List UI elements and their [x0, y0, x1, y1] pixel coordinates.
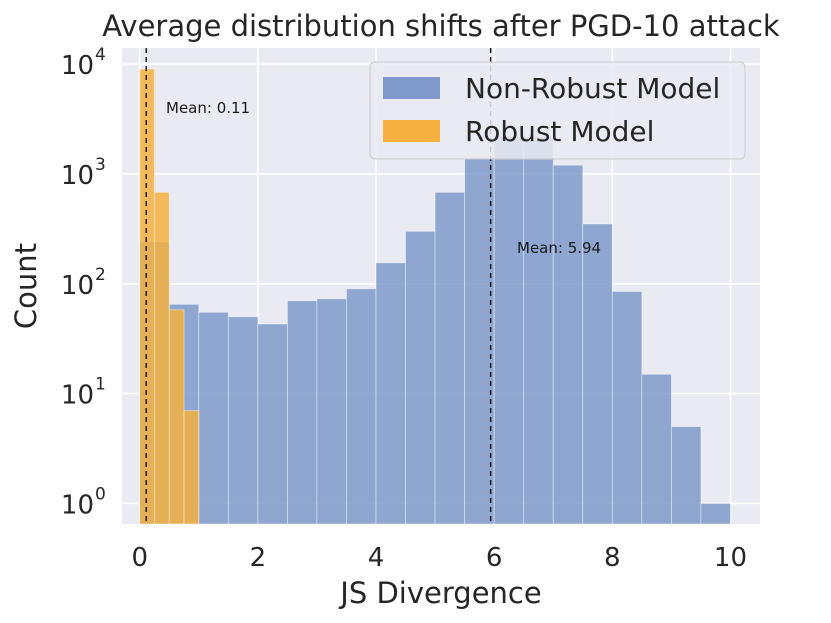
non-robust-bar: [523, 135, 554, 525]
y-tick-exponent: 3: [95, 155, 106, 175]
mean-lines: [145, 48, 492, 524]
legend-label-robust: Robust Model: [465, 115, 654, 148]
robust-bar: [183, 410, 200, 525]
chart-title: Average distribution shifts after PGD-10…: [102, 9, 780, 43]
legend-box: [369, 61, 746, 160]
non-robust-bar: [346, 288, 377, 525]
robust-bars: [139, 68, 200, 525]
non-robust-bar: [198, 311, 229, 525]
mean-label-non-robust: Mean: 5.94: [517, 239, 601, 257]
y-tick-label: 10: [61, 51, 94, 81]
y-tick-label: 10: [61, 490, 94, 520]
y-tick-exponent: 0: [95, 484, 106, 504]
non-robust-bar: [641, 373, 672, 525]
x-tick-label: 8: [604, 543, 621, 573]
non-robust-bar: [405, 230, 436, 525]
non-robust-bar: [493, 135, 525, 525]
non-robust-bar: [316, 298, 347, 525]
non-robust-bar: [611, 291, 643, 525]
legend: Non-Robust Model Robust Model: [369, 61, 746, 160]
x-tick-label: 0: [131, 543, 148, 573]
non-robust-bar: [582, 223, 613, 525]
y-tick-label: 10: [61, 381, 94, 411]
mean-label-robust: Mean: 0.11: [166, 99, 250, 117]
robust-bar: [168, 309, 185, 525]
x-tick-label: 10: [714, 543, 747, 573]
y-tick-exponent: 1: [95, 375, 106, 395]
x-tick-label: 4: [368, 543, 385, 573]
non-robust-bar: [552, 164, 584, 525]
y-tick-label: 10: [61, 161, 94, 191]
x-tick-label: 6: [486, 543, 503, 573]
legend-label-non-robust: Non-Robust Model: [465, 72, 720, 105]
y-tick-exponent: 4: [95, 45, 106, 65]
non-robust-bars: [139, 135, 731, 525]
non-robust-bar: [434, 191, 466, 525]
y-axis-label: Count: [9, 243, 43, 329]
legend-swatch-non-robust: [383, 77, 440, 99]
non-robust-bar: [257, 323, 288, 525]
non-robust-bar: [227, 316, 259, 525]
non-robust-bar: [700, 503, 731, 525]
robust-bar: [139, 68, 155, 525]
y-tick-exponent: 2: [95, 265, 106, 285]
x-tick-label: 2: [250, 543, 267, 573]
non-robust-bar: [464, 157, 495, 525]
non-robust-bar: [287, 300, 318, 525]
non-robust-bar: [670, 426, 702, 525]
y-tick-label: 10: [61, 271, 94, 301]
robust-bar: [154, 191, 170, 525]
x-axis-label: JS Divergence: [338, 576, 541, 610]
non-robust-bar: [375, 262, 406, 525]
x-axis-ticks: 0 2 4 6 8 10: [131, 543, 747, 573]
legend-swatch-robust: [383, 120, 440, 142]
